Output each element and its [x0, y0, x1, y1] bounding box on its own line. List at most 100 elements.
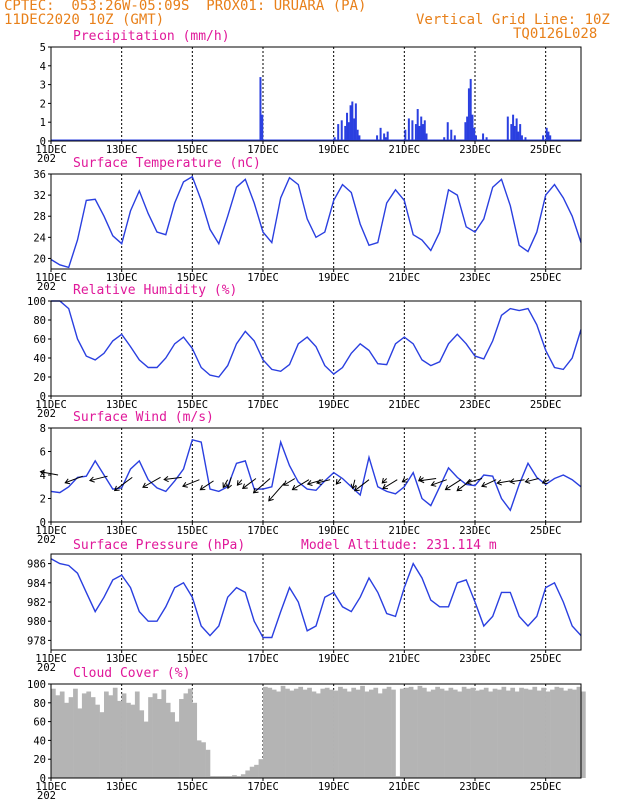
cloud-bar [479, 689, 485, 778]
wind-arrow [226, 477, 233, 490]
wind-arrow [142, 476, 161, 489]
wind-arrow [199, 480, 214, 491]
cloud-bar [245, 770, 251, 778]
cloud-bar [444, 690, 449, 778]
cloud-bar [554, 686, 560, 778]
cloud-bar [430, 689, 436, 778]
cloud-bar [152, 693, 158, 778]
cloud-bar [249, 766, 255, 778]
cloud-bar [121, 693, 127, 778]
header-line1: CPTEC: 053:26W-05:09S PROX01: URUARA (PA… [4, 0, 367, 14]
cloud-bar [364, 691, 370, 778]
cloud-bar [179, 699, 184, 778]
y-tick-label: 100 [27, 679, 46, 691]
precip-bar [485, 137, 488, 141]
y-tick-label: 0 [40, 517, 46, 529]
wind-arrow [163, 475, 182, 483]
precip-bar [517, 131, 520, 141]
precip-bar [418, 125, 421, 141]
x-tick-label: 13DEC [106, 653, 138, 665]
wind-arrow [444, 479, 462, 491]
precip-bar [354, 103, 357, 141]
cloud-bar [183, 693, 189, 778]
wind-arrow [282, 478, 296, 486]
cloud-bar [205, 749, 211, 778]
wind-arrow [89, 475, 108, 483]
y-tick-label: 986 [27, 559, 46, 571]
wind-arrow [316, 479, 331, 486]
precip-bar [482, 133, 485, 141]
x-tick-label: 11DEC [35, 781, 67, 793]
cloud-bar [90, 697, 96, 778]
pressure-panel: 978 980 982 984 986 11DEC 13DEC 15DEC 17DEC 19DEC… [27, 538, 582, 674]
wind-series-line [50, 438, 582, 512]
wind-arrow [350, 479, 357, 490]
cloud-bar [497, 689, 502, 778]
temp-series-line [50, 175, 582, 269]
cloud-bar [536, 690, 542, 778]
cloud-bar [263, 686, 268, 778]
x-tick-label: 11DEC [35, 653, 67, 665]
x-tick-label: 21DEC [389, 525, 421, 537]
x-tick-label: 23DEC [459, 525, 491, 537]
cloud-bar [523, 688, 529, 778]
y-tick-label: 4 [40, 61, 46, 73]
wind-title: Surface Wind (m/s) [73, 410, 214, 425]
x-year-label: 202 [37, 790, 56, 800]
x-tick-label: 17DEC [247, 399, 279, 411]
header-date: 11DEC2020 10Z (GMT) [4, 12, 165, 28]
x-tick-label: 25DEC [530, 653, 562, 665]
cloud-bar [280, 685, 286, 778]
cloud-bar [422, 687, 427, 778]
precip-bar [356, 129, 359, 141]
x-tick-label: 23DEC [459, 272, 491, 284]
x-tick-label: 11DEC [35, 399, 67, 411]
rh-series-line [51, 300, 582, 378]
x-tick-label: 23DEC [459, 781, 491, 793]
x-tick-label: 25DEC [530, 399, 562, 411]
precip-bar [416, 109, 419, 141]
cloud-bar [218, 776, 224, 778]
cloud-bar [448, 687, 454, 778]
x-tick-label: 23DEC [459, 653, 491, 665]
cloud-bar [77, 708, 83, 778]
precip-bar [422, 124, 424, 141]
x-tick-label: 17DEC [247, 272, 279, 284]
cloud-bar [581, 691, 586, 778]
cloud-bar [174, 721, 180, 778]
wind-arrow [252, 478, 271, 494]
precip-bar [512, 114, 515, 141]
cloud-bar [196, 740, 202, 778]
cloud-bar [289, 690, 295, 778]
cloud-bar [532, 686, 538, 778]
y-tick-label: 8 [40, 423, 46, 435]
header-code: TQ0126L028 [513, 26, 598, 42]
x-tick-label: 15DEC [177, 144, 209, 156]
wind-arrow [64, 475, 83, 485]
precip-panel: 0 1 2 3 4 5 11DEC 13DEC 15DEC 17DEC 19DEC 21DEC 23DE… [35, 29, 582, 165]
y-tick-label: 2 [40, 494, 46, 506]
x-tick-label: 11DEC [35, 525, 67, 537]
cloud-bar [550, 689, 555, 778]
x-tick-label: 23DEC [459, 144, 491, 156]
wind-arrow [268, 482, 285, 502]
cloud-bar [501, 686, 507, 778]
cloud-bar [157, 699, 162, 778]
x-tick-label: 13DEC [106, 272, 138, 284]
pressure-frame [50, 553, 582, 651]
cloud-bar [81, 693, 87, 778]
y-tick-label: 0 [40, 773, 46, 785]
wind-arrow [241, 478, 257, 489]
cloud-bar [139, 710, 145, 778]
cloud-bar [558, 687, 564, 778]
cloud-bar [236, 776, 242, 778]
wind-arrow [335, 478, 342, 485]
precip-bar [259, 77, 262, 141]
cloud-bar [519, 687, 524, 778]
precip-title: Precipitation (mm/h) [73, 29, 230, 44]
x-tick-label: 17DEC [247, 781, 279, 793]
wind-arrow [418, 477, 437, 484]
cloud-bar [316, 693, 321, 778]
header-grid-info: Vertical Grid Line: 10Z [416, 12, 610, 28]
